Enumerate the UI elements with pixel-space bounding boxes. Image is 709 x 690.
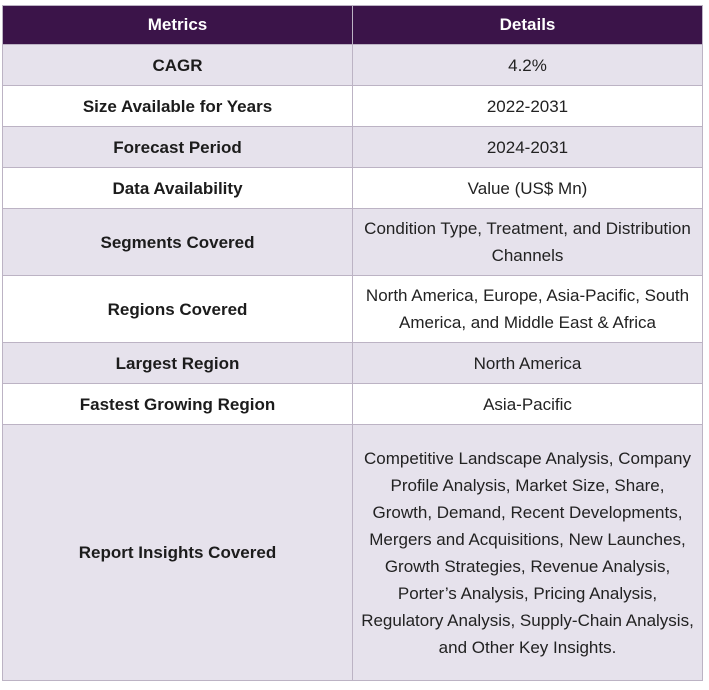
detail-cell: Value (US$ Mn) (352, 167, 703, 209)
column-header-metrics: Metrics (2, 5, 353, 45)
metric-cell: Largest Region (2, 342, 353, 384)
metric-cell: Size Available for Years (2, 85, 353, 127)
table-row: Report Insights Covered Competitive Land… (2, 424, 703, 681)
detail-cell: Condition Type, Treatment, and Distribut… (352, 208, 703, 276)
table-row: Regions Covered North America, Europe, A… (2, 275, 703, 343)
column-header-details: Details (352, 5, 703, 45)
metric-cell: Fastest Growing Region (2, 383, 353, 425)
metric-cell: Segments Covered (2, 208, 353, 276)
table-row: CAGR 4.2% (2, 44, 703, 86)
table-header-row: Metrics Details (2, 5, 703, 45)
detail-cell: 2022-2031 (352, 85, 703, 127)
metric-cell: CAGR (2, 44, 353, 86)
detail-cell: Competitive Landscape Analysis, Company … (352, 424, 703, 681)
table-row: Forecast Period 2024-2031 (2, 126, 703, 168)
metric-cell: Data Availability (2, 167, 353, 209)
table-row: Size Available for Years 2022-2031 (2, 85, 703, 127)
detail-cell: North America, Europe, Asia-Pacific, Sou… (352, 275, 703, 343)
report-metrics-table-container: Metrics Details CAGR 4.2% Size Available… (2, 5, 703, 681)
table-row: Fastest Growing Region Asia-Pacific (2, 383, 703, 425)
table-row: Data Availability Value (US$ Mn) (2, 167, 703, 209)
report-metrics-table: Metrics Details CAGR 4.2% Size Available… (2, 5, 703, 681)
metric-cell: Report Insights Covered (2, 424, 353, 681)
table-row: Largest Region North America (2, 342, 703, 384)
metric-cell: Regions Covered (2, 275, 353, 343)
metric-cell: Forecast Period (2, 126, 353, 168)
detail-cell: 4.2% (352, 44, 703, 86)
detail-cell: 2024-2031 (352, 126, 703, 168)
table-row: Segments Covered Condition Type, Treatme… (2, 208, 703, 276)
detail-cell: Asia-Pacific (352, 383, 703, 425)
detail-cell: North America (352, 342, 703, 384)
